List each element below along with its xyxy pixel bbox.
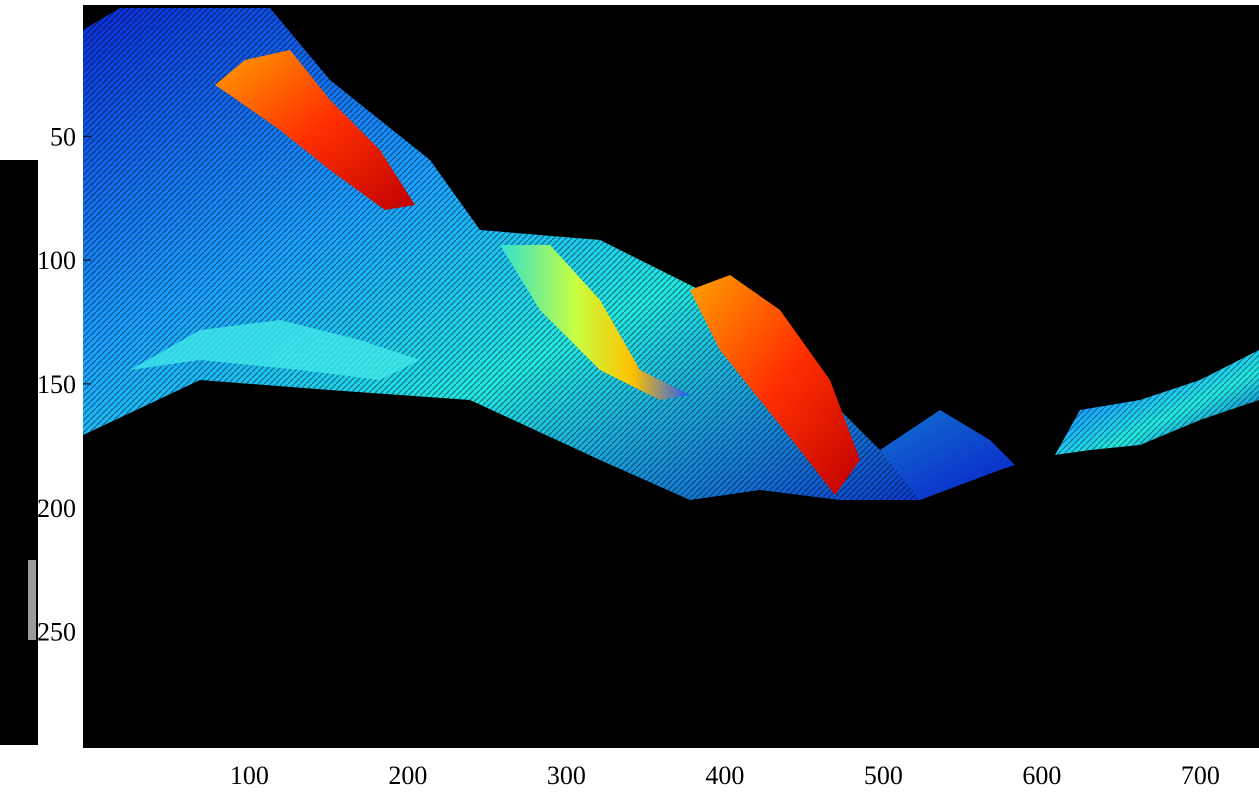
y-tick-label: 100 bbox=[37, 246, 76, 275]
x-tick-label: 400 bbox=[705, 761, 744, 790]
warm-ridge bbox=[500, 245, 690, 400]
x-tick-label: 300 bbox=[547, 761, 586, 790]
x-tick-label: 500 bbox=[864, 761, 903, 790]
side-strip bbox=[0, 160, 38, 745]
y-tick-label: 200 bbox=[37, 494, 76, 523]
axes: 100 200 300 400 500 600 700 50 100 150 200 250 bbox=[37, 122, 1220, 790]
hot-ridge bbox=[690, 275, 860, 495]
y-tick-label: 50 bbox=[50, 122, 76, 151]
side-highlight bbox=[28, 560, 36, 640]
y-tick-label: 150 bbox=[37, 370, 76, 399]
hot-ridge bbox=[215, 50, 415, 210]
x-tick-label: 200 bbox=[388, 761, 427, 790]
surface-right-mesh bbox=[1055, 350, 1259, 455]
x-tick-label: 700 bbox=[1181, 761, 1220, 790]
y-tick-label: 250 bbox=[37, 618, 76, 647]
x-tick-label: 600 bbox=[1022, 761, 1061, 790]
x-tick-label: 100 bbox=[230, 761, 269, 790]
surface bbox=[83, 8, 1259, 500]
cyan-ridge bbox=[130, 320, 420, 380]
